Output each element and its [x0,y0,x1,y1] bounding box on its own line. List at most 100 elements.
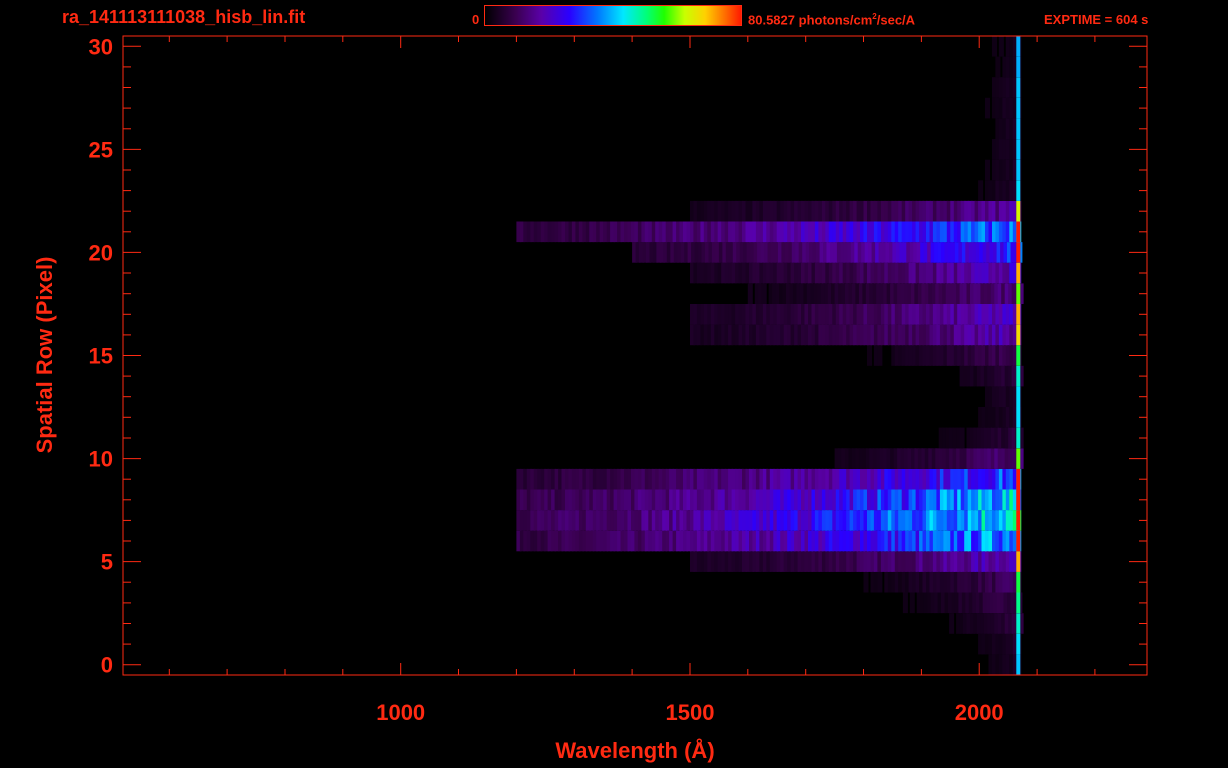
heatmap-cell [690,262,695,284]
heatmap-cell [717,200,723,222]
heatmap-cell [769,489,775,511]
heatmap-cell [924,283,930,304]
heatmap-cell [1004,283,1010,304]
heatmap-cell [752,551,758,572]
heatmap-cell [724,324,730,346]
heatmap-cell [957,200,963,222]
heatmap-cell [886,448,892,469]
heatmap-cell [842,221,848,243]
heatmap-cell [731,221,737,243]
heatmap-cell [544,468,550,490]
heatmap-cell [1009,139,1015,160]
heatmap-cell [960,345,966,366]
heatmap-cell [967,468,973,490]
heatmap-cell [845,448,850,469]
heatmap-cell [749,489,754,511]
heatmap-cell [960,221,966,243]
heatmap-cell [780,200,786,222]
heatmap-cell [693,468,699,490]
heatmap-cell [964,304,970,325]
heatmap-cell [634,468,640,490]
heatmap-cell [725,242,731,263]
heatmap-cell [693,262,699,284]
heatmap-cell [634,489,640,511]
heatmap-cell [988,530,994,552]
heatmap-cell [988,221,994,243]
heatmap-cell [811,510,817,531]
heatmap-cell [998,468,1004,490]
heatmap-cell [658,530,664,552]
heatmap-cell [794,551,800,572]
heatmap-cell [912,551,918,572]
heatmap-cell [835,489,841,511]
heatmap-cell [978,489,984,511]
heatmap-cell [783,200,789,222]
heatmap-cell [603,510,609,531]
heatmap-cell [519,468,525,490]
heatmap-cell [887,200,893,222]
heatmap-cell [801,200,806,222]
heatmap-cell [908,571,914,593]
heatmap-cell [891,489,897,511]
heatmap-cell [985,345,990,366]
heatmap-cell [755,510,761,531]
heatmap-cell [995,56,1001,78]
heatmap-cell [921,283,927,304]
heatmap-cell [818,304,824,325]
heatmap-cell [988,262,994,284]
heatmap-cell [821,468,827,490]
heatmap-cell [1001,365,1007,387]
heatmap-cell [988,571,994,593]
heatmap-cell [773,324,779,346]
heatmap-cell [976,448,982,469]
heatmap-cell [816,242,822,263]
emission-peak [1016,139,1021,160]
heatmap-cell [860,530,865,552]
heatmap-cell [780,530,786,552]
heatmap-cell [828,489,834,511]
heatmap-cell [620,530,626,552]
heatmap-cell [722,242,728,263]
heatmap-cell [1005,221,1011,243]
heatmap-cell [1002,407,1008,428]
heatmap-cell [995,510,1001,531]
heatmap-cell [885,242,891,263]
heatmap-cell [936,489,942,511]
heatmap-cell [811,221,817,243]
heatmap-cell [995,221,1001,243]
heatmap-cell [922,510,928,531]
heatmap-cell [714,324,720,346]
heatmap-cell [905,345,911,366]
heatmap-cell [966,283,972,304]
heatmap-cell [728,324,734,346]
heatmap-cell [691,242,697,263]
heatmap-cell [797,468,803,490]
heatmap-cell [749,221,754,243]
x-tick-label: 1500 [666,700,715,725]
heatmap-cell [960,530,966,552]
heatmap-cell [530,530,536,552]
heatmap-cell [582,468,588,490]
heatmap-cell [641,221,647,243]
heatmap-cell [932,304,938,325]
heatmap-cell [998,77,1004,98]
heatmap-cell [971,510,977,531]
heatmap-cell [1009,36,1015,57]
heatmap-cell [884,571,890,593]
heatmap-cell [1012,180,1018,201]
heatmap-cell [998,654,1004,675]
heatmap-cell [808,468,813,490]
heatmap-cell [818,468,824,490]
heatmap-cell [776,510,782,531]
heatmap-cell [932,551,938,572]
heatmap-cell [599,489,605,511]
heatmap-cell [745,221,751,243]
heatmap-cell [813,283,819,304]
emission-peak [1016,159,1021,181]
heatmap-cell [930,242,936,263]
heatmap-cell [926,304,931,325]
heatmap-cell [1012,304,1018,325]
heatmap-cell [738,468,744,490]
heatmap-cell [953,468,959,490]
heatmap-cell [901,304,907,325]
